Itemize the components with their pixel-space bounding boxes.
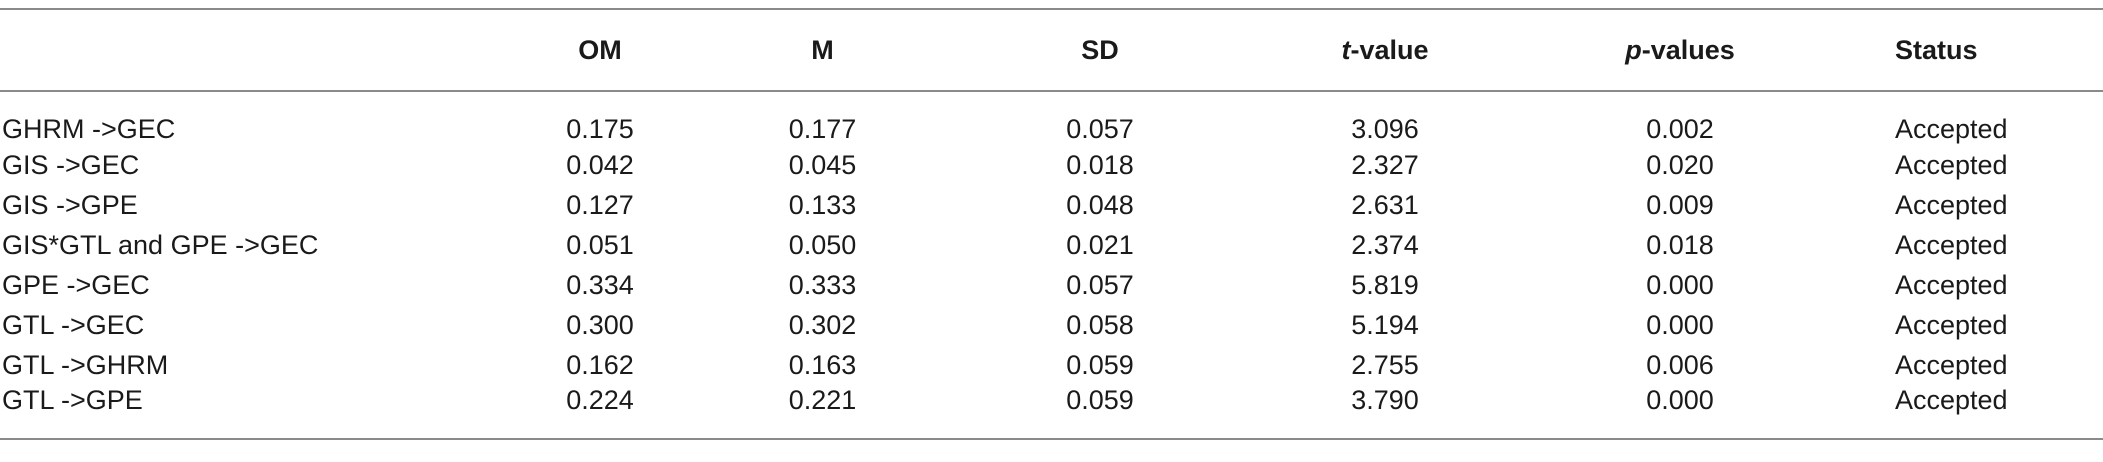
cell-path: GTL ->GPE [2,385,143,415]
cell-m: 0.333 [788,269,857,300]
cell-status: Accepted [1895,269,2008,300]
cell-t-value: 2.374 [1351,229,1419,260]
cell-status: Accepted [1895,229,2008,260]
table-body: GHRM ->GEC 0.175 0.177 0.057 3.096 0.002 Accep… [0,91,2103,439]
cell-path: GHRM ->GEC [2,114,176,144]
cell-sd: 0.059 [1066,385,1134,415]
cell-om: 0.300 [566,309,634,340]
header-t-prefix: t [1341,34,1351,65]
cell-om: 0.334 [566,269,634,300]
header-p-suffix: -values [1641,34,1735,65]
cell-om: 0.162 [566,349,634,380]
cell-status: Accepted [1895,114,2008,144]
table-row: GIS ->GPE 0.127 0.133 0.048 2.631 0.009 Accept… [0,185,2103,225]
cell-om: 0.175 [566,114,634,144]
cell-t-value: 2.631 [1351,189,1419,220]
table-row: GTL ->GEC 0.300 0.302 0.058 5.194 0.000 Accept… [0,305,2103,345]
table-row: GHRM ->GEC 0.175 0.177 0.057 3.096 0.002 Accep… [0,91,2103,145]
cell-t-value: 3.096 [1351,114,1419,144]
header-path [0,9,520,91]
header-m: M [811,34,834,65]
cell-sd: 0.057 [1066,114,1134,144]
cell-t-value: 5.819 [1351,269,1419,300]
header-p-values: p-values [1535,9,1825,91]
cell-p-value: 0.000 [1646,309,1714,340]
header-row: OM M SD t-value p-values Status [0,9,2103,91]
cell-status: Accepted [1895,385,2008,415]
cell-path: GTL ->GEC [2,309,145,340]
cell-sd: 0.057 [1066,269,1134,300]
cell-t-value: 5.194 [1351,309,1419,340]
cell-sd: 0.059 [1066,349,1134,380]
cell-m: 0.177 [788,114,857,144]
cell-m: 0.133 [788,189,857,220]
cell-path: GIS ->GEC [2,149,140,180]
cell-om: 0.127 [566,189,634,220]
cell-om: 0.051 [566,229,634,260]
header-sd: SD [1081,34,1119,65]
cell-path: GTL ->GHRM [2,349,169,380]
cell-m: 0.045 [788,149,857,180]
cell-status: Accepted [1895,309,2008,340]
table-header: OM M SD t-value p-values Status [0,9,2103,91]
cell-p-value: 0.018 [1646,229,1714,260]
cell-p-value: 0.000 [1646,269,1714,300]
cell-sd: 0.048 [1066,189,1134,220]
table-row: GTL ->GPE 0.224 0.221 0.059 3.790 0.000 Accept… [0,385,2103,439]
cell-p-value: 0.020 [1646,149,1714,180]
cell-status: Accepted [1895,189,2008,220]
table-row: GTL ->GHRM 0.162 0.163 0.059 2.755 0.006 Accep… [0,345,2103,385]
cell-sd: 0.018 [1066,149,1134,180]
header-p-prefix: p [1625,34,1642,65]
table-row: GIS*GTL and GPE ->GEC 0.051 0.050 0.021 2.37… [0,225,2103,265]
table-row: GIS ->GEC 0.042 0.045 0.018 2.327 0.020 Accept… [0,145,2103,185]
cell-om: 0.042 [566,149,634,180]
cell-m: 0.221 [788,385,857,415]
cell-t-value: 2.755 [1351,349,1419,380]
cell-path: GIS ->GPE [2,189,138,220]
cell-status: Accepted [1895,149,2008,180]
cell-m: 0.163 [788,349,857,380]
header-t-suffix: -value [1350,34,1429,65]
cell-path: GPE ->GEC [2,269,150,300]
cell-p-value: 0.000 [1646,385,1714,415]
cell-sd: 0.058 [1066,309,1134,340]
header-t-value: t-value [1235,9,1535,91]
cell-p-value: 0.009 [1646,189,1714,220]
cell-t-value: 3.790 [1351,385,1419,415]
cell-sd: 0.021 [1066,229,1134,260]
cell-p-value: 0.002 [1646,114,1714,144]
cell-m: 0.050 [788,229,857,260]
header-status: Status [1895,34,1978,65]
cell-m: 0.302 [788,309,857,340]
cell-status: Accepted [1895,349,2008,380]
cell-om: 0.224 [566,385,634,415]
cell-p-value: 0.006 [1646,349,1714,380]
header-om: OM [578,34,622,65]
cell-path: GIS*GTL and GPE ->GEC [2,229,319,260]
cell-t-value: 2.327 [1351,149,1419,180]
table-row: GPE ->GEC 0.334 0.333 0.057 5.819 0.000 Accept… [0,265,2103,305]
path-coefficients-table: OM M SD t-value p-values Status GHRM ->G… [0,8,2103,440]
